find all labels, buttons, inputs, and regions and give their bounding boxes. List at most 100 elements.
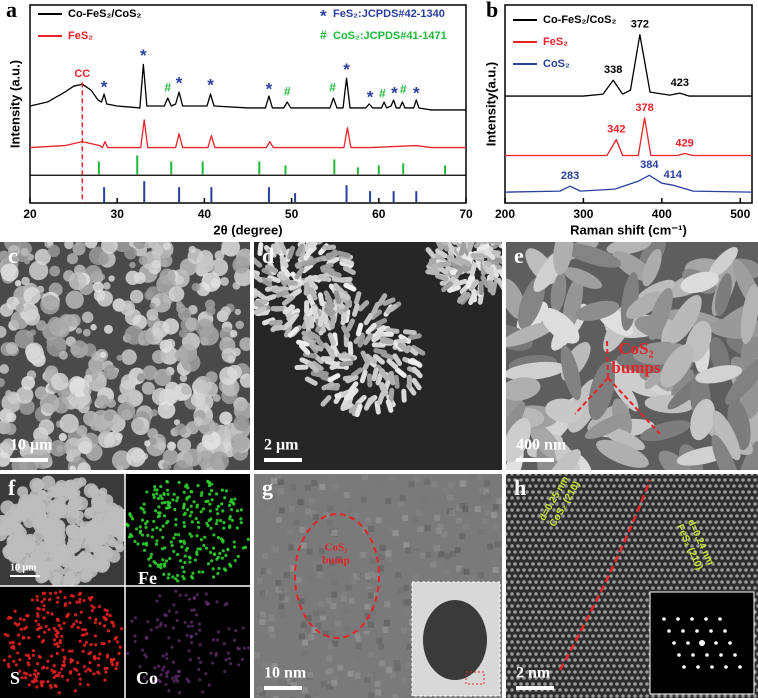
noise [278, 585, 284, 591]
lattice-dot [666, 520, 670, 524]
lattice-dot [666, 544, 670, 548]
lattice-dot [645, 550, 649, 554]
lattice-dot [711, 538, 715, 542]
lattice-dot [606, 592, 610, 596]
map-dot [45, 625, 48, 628]
lattice-dot [639, 538, 643, 542]
lattice-dot [750, 520, 754, 524]
particle [59, 314, 73, 328]
lattice-dot [564, 544, 568, 548]
petal [476, 234, 491, 242]
map-dot [171, 676, 174, 679]
noise [354, 632, 360, 638]
lattice-dot [681, 478, 685, 482]
map-dot [51, 612, 54, 615]
lattice-dot [636, 580, 640, 584]
legend-label: CoS₂ [543, 58, 570, 70]
particle [104, 411, 114, 421]
lattice-dot [591, 478, 595, 482]
noise [331, 680, 337, 686]
x-tick-label: 500 [730, 207, 750, 221]
lattice-dot [678, 580, 682, 584]
petal [493, 233, 508, 240]
lattice-dot [741, 490, 745, 494]
lattice-dot [603, 694, 607, 698]
lattice-dot [570, 628, 574, 632]
lattice-dot [636, 556, 640, 560]
petal [448, 220, 459, 235]
lattice-dot [618, 496, 622, 500]
lattice-dot [672, 484, 676, 488]
lattice-dot [513, 694, 517, 698]
map-dot [186, 547, 189, 550]
x-axis-title: 2θ (degree) [213, 222, 282, 237]
map-dot [159, 563, 162, 566]
noise [424, 479, 430, 485]
lattice-dot [660, 532, 664, 536]
noise [403, 585, 409, 591]
lattice-dot [579, 490, 583, 494]
lattice-dot [510, 556, 514, 560]
particle [221, 306, 231, 316]
micrograph [0, 474, 250, 698]
lattice-dot [576, 676, 580, 680]
map-dot [85, 641, 88, 644]
lattice-dot [597, 502, 601, 506]
lattice-dot [711, 574, 715, 578]
map-dot [157, 505, 160, 508]
lattice-dot [645, 682, 649, 686]
lattice-dot [579, 598, 583, 602]
lattice-dot [741, 538, 745, 542]
map-dot [190, 641, 193, 644]
lattice-dot [642, 472, 646, 476]
lattice-dot [594, 664, 598, 668]
map-dot [195, 632, 198, 635]
map-dot [25, 672, 28, 675]
particle [83, 329, 91, 337]
petal [407, 375, 412, 389]
map-dot [75, 601, 78, 604]
lattice-dot [741, 514, 745, 518]
noise [431, 481, 437, 487]
lattice-dot [732, 496, 736, 500]
lattice-dot [609, 646, 613, 650]
lattice-dot [543, 658, 547, 662]
noise [286, 497, 292, 503]
lattice-dot [558, 628, 562, 632]
map-dot [75, 669, 78, 672]
lattice-dot [636, 664, 640, 668]
lattice-dot [558, 580, 562, 584]
noise [362, 474, 368, 480]
lattice-dot [591, 694, 595, 698]
lattice-dot [576, 544, 580, 548]
particle [77, 242, 86, 251]
lattice-dot [579, 538, 583, 542]
lattice-dot [660, 484, 664, 488]
map-dot [229, 500, 232, 503]
lattice-dot [588, 496, 592, 500]
map-dot [58, 624, 61, 627]
lattice-dot [519, 562, 523, 566]
noise [307, 672, 313, 678]
lattice-dot [624, 592, 628, 596]
map-dot [38, 608, 41, 611]
noise [385, 498, 391, 504]
map-dot [226, 548, 229, 551]
lattice-dot [633, 574, 637, 578]
map-dot [217, 567, 220, 570]
map-dot [104, 670, 107, 673]
noise [398, 501, 404, 507]
lattice-dot [600, 664, 604, 668]
particle [169, 286, 185, 302]
particle [64, 240, 73, 249]
noise [257, 687, 263, 693]
map-dot [55, 629, 58, 632]
map-dot [83, 644, 86, 647]
map-dot [49, 592, 52, 595]
noise [311, 480, 317, 486]
map-dot [203, 536, 206, 539]
lattice-dot [636, 472, 640, 476]
lattice-dot [519, 634, 523, 638]
map-dot [78, 598, 81, 601]
lattice-dot [603, 610, 607, 614]
